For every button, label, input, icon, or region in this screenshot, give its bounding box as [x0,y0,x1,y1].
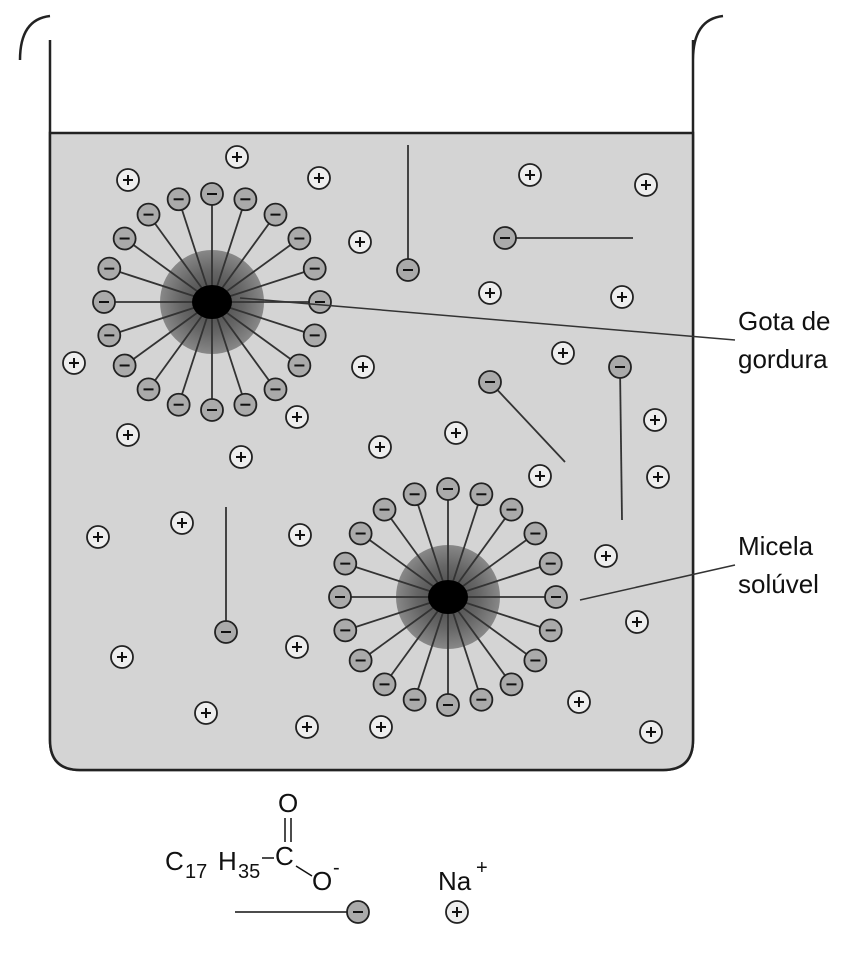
tail [211,301,247,405]
tail [413,494,449,598]
formula-part: Na [438,866,472,896]
formula-part: H [218,846,237,876]
label: solúvel [738,569,819,599]
formula-part: O [278,788,298,818]
fat-core [428,580,468,614]
tail [177,301,213,405]
tail [447,494,483,598]
tail [147,214,213,303]
formula-part: C [165,846,184,876]
tail [147,301,213,390]
tail [413,596,449,700]
tail [383,596,449,685]
formula-part: - [333,857,340,879]
tail [447,596,483,700]
tail [489,381,566,463]
tail [383,509,449,598]
formula-part: C [275,841,294,871]
fat-core [192,285,232,319]
label: Gota de [738,306,831,336]
leader-line [239,297,736,341]
tail [211,214,277,303]
label: Micela [738,531,814,561]
content [62,145,670,744]
tail [619,366,623,521]
formula-part: 35 [238,861,260,883]
tail [447,596,513,685]
leader-line [579,564,736,601]
bond [295,865,313,877]
formula-part: 17 [185,861,207,883]
tail [211,301,277,390]
tail [177,199,213,303]
tail [447,509,513,598]
formula-part: O [312,866,332,896]
tail [211,199,247,303]
formula: C 17 H 35 C O O - Na + [165,788,488,896]
label: gordura [738,344,828,374]
formula-part: + [476,857,488,879]
